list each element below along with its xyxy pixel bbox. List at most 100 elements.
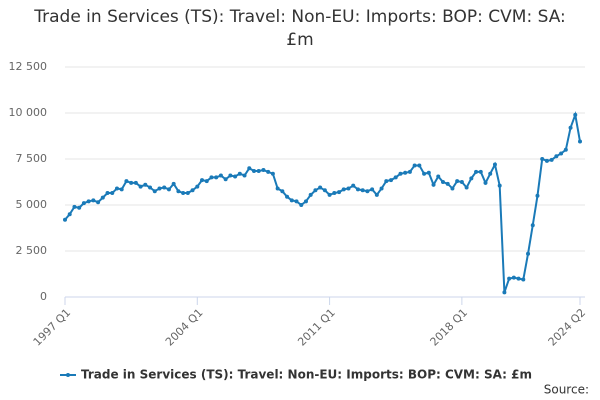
y-tick-label: 5 000 xyxy=(16,198,48,211)
point xyxy=(190,188,195,193)
point xyxy=(303,199,308,204)
point xyxy=(275,186,280,191)
point xyxy=(223,177,228,182)
x-tick-label: 2018 Q1 xyxy=(428,306,471,349)
point xyxy=(308,192,313,197)
point xyxy=(554,154,559,159)
point xyxy=(355,187,360,192)
point xyxy=(289,198,294,203)
point xyxy=(218,173,223,178)
point xyxy=(63,217,67,222)
point xyxy=(365,189,370,194)
point xyxy=(455,179,460,184)
point xyxy=(389,178,394,183)
point xyxy=(110,191,115,196)
point xyxy=(67,212,72,217)
point xyxy=(166,187,171,192)
point xyxy=(393,175,398,180)
legend-label: Trade in Services (TS): Travel: Non-EU: … xyxy=(81,368,532,382)
point xyxy=(379,186,384,191)
point xyxy=(450,186,455,191)
point xyxy=(563,147,568,152)
point xyxy=(464,185,469,190)
point xyxy=(426,170,431,175)
point xyxy=(445,181,450,186)
y-tick-label: 10 000 xyxy=(9,106,48,119)
point xyxy=(96,200,101,205)
y-tick-label: 12 500 xyxy=(9,60,48,73)
point xyxy=(407,169,412,174)
y-tick-label: 7 500 xyxy=(16,152,48,165)
point xyxy=(233,174,238,179)
point xyxy=(535,193,540,198)
point xyxy=(398,171,403,176)
point xyxy=(544,158,549,163)
point xyxy=(148,185,153,190)
point xyxy=(322,188,327,193)
point xyxy=(228,173,233,178)
point xyxy=(294,199,299,204)
point xyxy=(285,194,290,199)
x-tick-label: 2004 Q1 xyxy=(163,306,206,349)
point xyxy=(459,180,464,184)
point xyxy=(270,171,275,176)
point xyxy=(91,198,96,203)
legend-marker xyxy=(66,373,70,377)
point xyxy=(497,183,502,188)
x-tick-label: 1997 Q1 xyxy=(31,306,74,349)
point xyxy=(568,125,573,130)
point xyxy=(214,175,219,180)
point xyxy=(540,157,545,161)
point xyxy=(549,157,554,162)
source: Source: xyxy=(544,383,589,397)
point xyxy=(157,186,162,191)
point xyxy=(200,178,205,183)
point xyxy=(492,162,497,167)
point xyxy=(403,170,408,175)
point xyxy=(337,190,342,195)
point xyxy=(526,251,531,256)
point xyxy=(237,171,242,176)
point xyxy=(86,199,91,204)
point xyxy=(474,169,479,174)
point xyxy=(100,195,105,200)
point xyxy=(209,175,214,180)
point xyxy=(266,169,271,174)
point xyxy=(431,182,436,187)
point xyxy=(247,166,252,171)
point xyxy=(507,276,512,281)
point xyxy=(251,168,256,173)
point xyxy=(478,169,483,174)
point xyxy=(374,192,379,197)
x-tick-label: 2024 Q2 xyxy=(546,306,589,349)
point xyxy=(530,223,535,228)
x-tick-label: 2011 Q1 xyxy=(295,306,338,349)
point xyxy=(185,191,190,196)
point xyxy=(313,188,318,193)
point xyxy=(516,276,521,281)
point xyxy=(280,189,285,194)
point xyxy=(573,112,578,117)
point xyxy=(559,151,564,156)
point xyxy=(360,188,365,193)
point xyxy=(341,187,346,192)
point xyxy=(488,171,493,176)
point xyxy=(412,163,417,168)
point xyxy=(181,191,186,196)
point xyxy=(436,174,441,179)
point xyxy=(129,180,134,185)
point xyxy=(195,184,200,189)
point xyxy=(422,171,427,176)
point xyxy=(417,163,422,168)
point xyxy=(133,180,138,185)
point xyxy=(77,205,82,210)
point xyxy=(578,139,582,144)
point xyxy=(469,176,474,181)
point xyxy=(327,192,332,197)
point xyxy=(242,173,247,178)
point xyxy=(171,181,176,186)
point xyxy=(318,185,323,190)
point xyxy=(346,186,351,191)
